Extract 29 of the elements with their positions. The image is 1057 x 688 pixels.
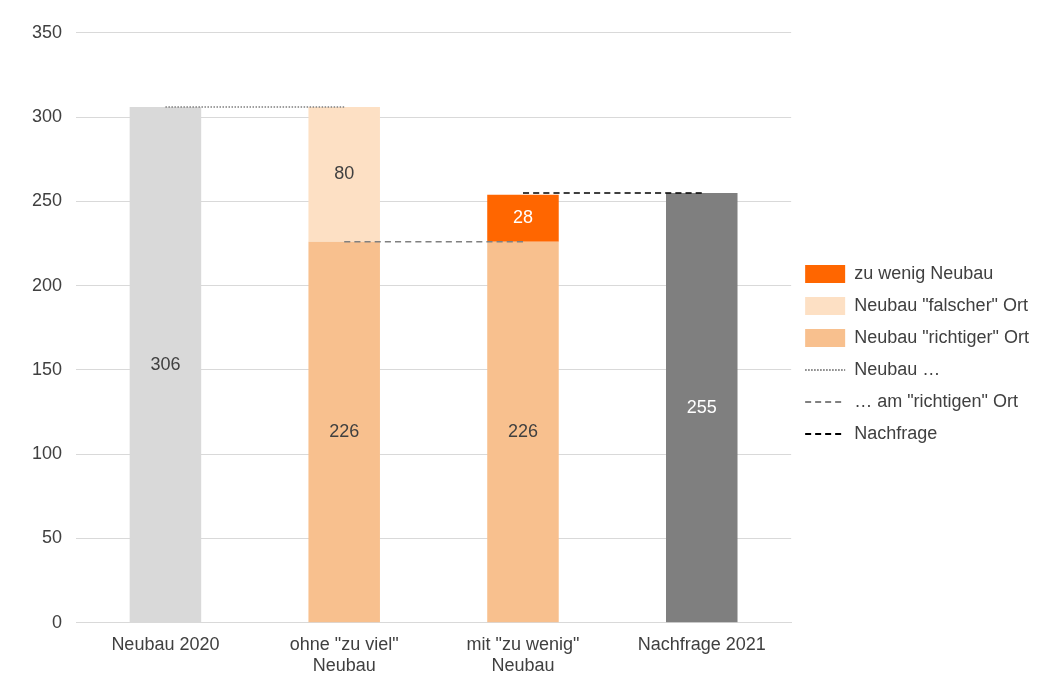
x-tick-label: ohne "zu viel" Neubau [289, 633, 399, 676]
y-tick-label: 100 [31, 443, 63, 464]
y-tick-label: 200 [31, 274, 63, 295]
bar [308, 106, 380, 242]
y-tick-label: 0 [52, 611, 63, 632]
bar [308, 241, 380, 623]
data-label: 255 [686, 396, 717, 417]
bar [487, 241, 559, 623]
x-tick-label: Nachfrage 2021 [637, 633, 766, 654]
data-label: 306 [150, 353, 181, 374]
legend-label: Nachfrage [854, 422, 938, 443]
legend-label: zu wenig Neubau [854, 262, 994, 283]
data-label: 226 [329, 421, 360, 442]
y-tick-label: 150 [31, 358, 63, 379]
y-tick-label: 250 [31, 190, 63, 211]
x-tick-label: Neubau 2020 [111, 633, 220, 654]
y-tick-label: 300 [31, 106, 63, 127]
y-tick-label: 350 [31, 21, 63, 42]
data-label: 226 [507, 421, 538, 442]
legend-label: Neubau "richtiger" Ort [854, 326, 1030, 347]
bar [666, 192, 738, 623]
x-tick-label: mit "zu wenig" Neubau [466, 633, 580, 676]
y-tick-label: 50 [42, 527, 63, 548]
data-label: 28 [512, 207, 533, 228]
legend-label: Neubau … [854, 358, 941, 379]
legend-label: Neubau "falscher" Ort [854, 294, 1029, 315]
bar [487, 194, 559, 242]
data-label: 80 [334, 163, 355, 184]
legend-label: … am "richtigen" Ort [854, 390, 1018, 411]
